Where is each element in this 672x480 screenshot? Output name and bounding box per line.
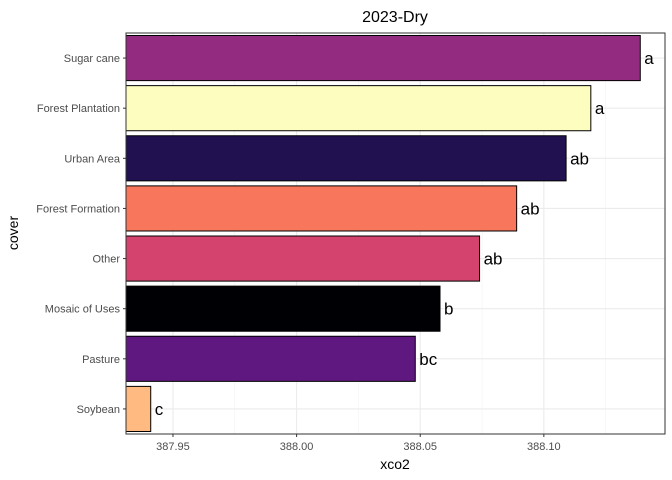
data-label: a bbox=[595, 99, 605, 118]
bar bbox=[125, 335, 416, 382]
y-tick-label: Pasture bbox=[82, 354, 120, 366]
data-label: c bbox=[155, 400, 164, 419]
y-tick-label: Sugar cane bbox=[64, 53, 120, 65]
bar bbox=[125, 285, 441, 332]
chart-title: 2023-Dry bbox=[362, 9, 428, 26]
x-tick-label: 387.95 bbox=[156, 441, 190, 453]
data-label: ab bbox=[484, 250, 503, 269]
y-axis: Sugar cane Forest Plantation Urban Area For… bbox=[36, 53, 126, 416]
bar bbox=[125, 35, 641, 82]
bar bbox=[125, 185, 518, 232]
data-label: ab bbox=[570, 149, 589, 168]
data-label: a bbox=[644, 49, 654, 68]
y-tick-label: Mosaic of Uses bbox=[45, 304, 121, 316]
bar bbox=[125, 85, 592, 132]
y-tick-label: Forest Plantation bbox=[37, 103, 120, 115]
y-tick-label: Other bbox=[92, 254, 120, 266]
x-tick-label: 388.10 bbox=[527, 441, 561, 453]
data-labels: a a ab ab ab b bc c bbox=[155, 49, 655, 419]
x-tick-label: 388.05 bbox=[403, 441, 437, 453]
bar bbox=[125, 235, 481, 282]
x-axis-title: xco2 bbox=[380, 456, 410, 472]
bar bbox=[125, 385, 152, 432]
data-label: b bbox=[444, 300, 453, 319]
y-tick-label: Forest Formation bbox=[36, 203, 120, 215]
bars bbox=[125, 35, 641, 432]
bar bbox=[125, 135, 567, 182]
y-tick-label: Soybean bbox=[77, 404, 120, 416]
panel-border bbox=[125, 32, 666, 435]
y-tick-label: Urban Area bbox=[64, 153, 121, 165]
data-label: bc bbox=[419, 350, 437, 369]
x-axis: 387.95 388.00 388.05 388.10 bbox=[156, 434, 561, 453]
y-axis-title: cover bbox=[5, 216, 21, 251]
data-label: ab bbox=[521, 199, 540, 218]
x-tick-label: 388.00 bbox=[280, 441, 314, 453]
